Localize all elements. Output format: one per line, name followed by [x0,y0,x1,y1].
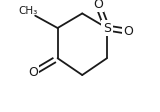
Text: O: O [28,66,38,79]
Text: O: O [93,0,103,11]
Text: CH₃: CH₃ [19,6,38,16]
Text: O: O [123,25,133,38]
Text: S: S [103,22,111,34]
